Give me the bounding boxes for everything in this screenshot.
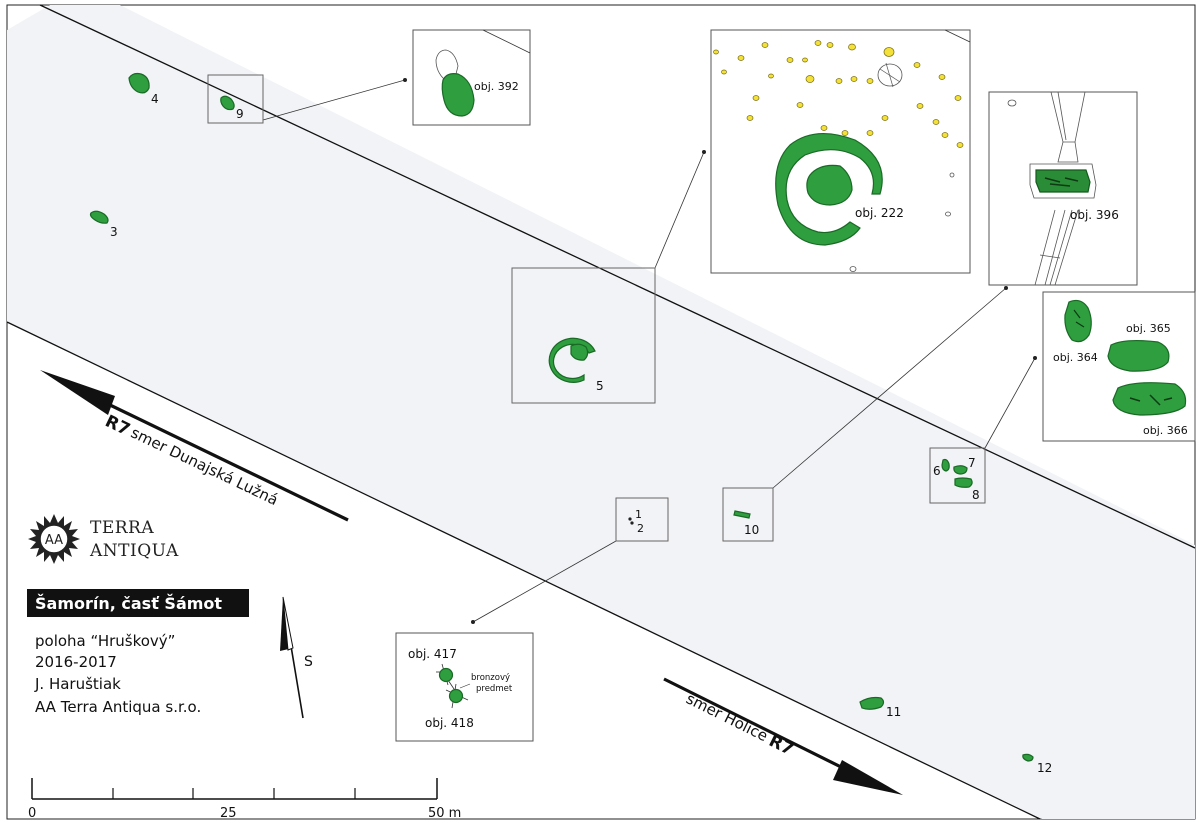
- leader-line-12: [472, 540, 617, 623]
- frame-feature-5: [511, 267, 656, 404]
- leader-line-5: [654, 151, 705, 269]
- corridor-edge-south: [6, 321, 1041, 820]
- inset-obj-392: obj. 392: [412, 29, 531, 126]
- frame-feature-10: [722, 487, 774, 542]
- north-arrow-label: S: [304, 654, 313, 670]
- scale-label-50: 50 m: [428, 806, 461, 821]
- feature-11-label: 11: [886, 705, 901, 719]
- leader-dot-678: [1033, 356, 1037, 360]
- logo-sun-icon: AA: [28, 514, 80, 564]
- inset-obj-365-label: obj. 365: [1126, 322, 1171, 335]
- feature-8-label: 8: [972, 488, 980, 502]
- feature-2-label: 2: [637, 522, 644, 535]
- terra-antiqua-logo: AA TERRA ANTIQUA: [28, 514, 179, 564]
- inset-obj-418-label: obj. 418: [425, 716, 474, 730]
- frame-feature-9: [207, 74, 264, 124]
- feature-10-label: 10: [744, 523, 759, 537]
- inset-obj-417-418: obj. 417 bronzový predmet obj. 418: [395, 632, 534, 742]
- inset-obj-396: obj. 396: [988, 91, 1138, 286]
- scale-label-0: 0: [28, 806, 36, 821]
- site-company: AA Terra Antiqua s.r.o.: [35, 698, 201, 716]
- inset-obj-366-label: obj. 366: [1143, 424, 1188, 437]
- feature-9[interactable]: [220, 95, 235, 111]
- scale-label-25: 25: [220, 806, 237, 821]
- site-years: 2016-2017: [35, 653, 117, 671]
- corridor-edge-north: [39, 4, 1196, 549]
- feature-6-label: 6: [933, 464, 941, 478]
- inset-obj-392-label: obj. 392: [474, 80, 519, 93]
- feature-7[interactable]: [953, 465, 968, 475]
- inset-obj-364-366: obj. 364 obj. 365 obj. 366: [1042, 291, 1196, 442]
- feature-12[interactable]: [1022, 753, 1034, 762]
- feature-5-label: 5: [596, 379, 604, 393]
- feature-12-label: 12: [1037, 761, 1052, 775]
- road-corridor: [7, 5, 1195, 819]
- feature-1-label: 1: [635, 508, 642, 521]
- inset-obj-222-label: obj. 222: [855, 206, 904, 220]
- feature-4-label: 4: [151, 92, 159, 106]
- inset-obj-364-label: obj. 364: [1053, 351, 1098, 364]
- feature-4[interactable]: [128, 72, 150, 94]
- leader-line-10: [772, 287, 1007, 489]
- postholes: [713, 40, 964, 272]
- leader-dot-5: [702, 150, 706, 154]
- site-info-block: Šamorín, časť Šámot poloha “Hruškový” 20…: [27, 589, 249, 716]
- feature-5[interactable]: [548, 337, 596, 383]
- frame-features-12: [615, 497, 669, 542]
- feature-7-label: 7: [968, 456, 976, 470]
- site-author: J. Haruštiak: [34, 675, 121, 693]
- inset-obj-222: obj. 222: [710, 29, 971, 274]
- leader-dot-10: [1004, 286, 1008, 290]
- feature-8[interactable]: [954, 477, 973, 488]
- site-title: Šamorín, časť Šámot: [35, 594, 222, 613]
- leader-line-9: [262, 79, 406, 121]
- features-1-2[interactable]: [628, 517, 634, 525]
- inset-bronze-label-1: bronzový: [471, 673, 510, 683]
- frame-features-678: [929, 447, 986, 504]
- inset-obj-396-label: obj. 396: [1070, 208, 1119, 222]
- title-banner: [27, 589, 249, 617]
- feature-11[interactable]: [859, 696, 885, 710]
- site-location: poloha “Hruškový”: [35, 632, 175, 650]
- leader-dot-9: [403, 78, 407, 82]
- feature-3[interactable]: [89, 210, 109, 224]
- feature-9-label: 9: [236, 107, 244, 121]
- logo-line-2: ANTIQUA: [89, 541, 179, 561]
- feature-3-label: 3: [110, 225, 118, 239]
- inset-obj-417-label: obj. 417: [408, 647, 457, 661]
- logo-monogram: AA: [45, 533, 63, 548]
- feature-10[interactable]: [733, 510, 751, 519]
- inset-bronze-label-2: predmet: [476, 684, 513, 694]
- scale-bar: 0 25 50 m: [28, 778, 461, 821]
- leader-dot-12: [471, 620, 475, 624]
- leader-line-678: [984, 357, 1036, 449]
- logo-line-1: TERRA: [90, 518, 154, 538]
- north-arrow: S: [280, 596, 313, 719]
- feature-6[interactable]: [941, 458, 950, 472]
